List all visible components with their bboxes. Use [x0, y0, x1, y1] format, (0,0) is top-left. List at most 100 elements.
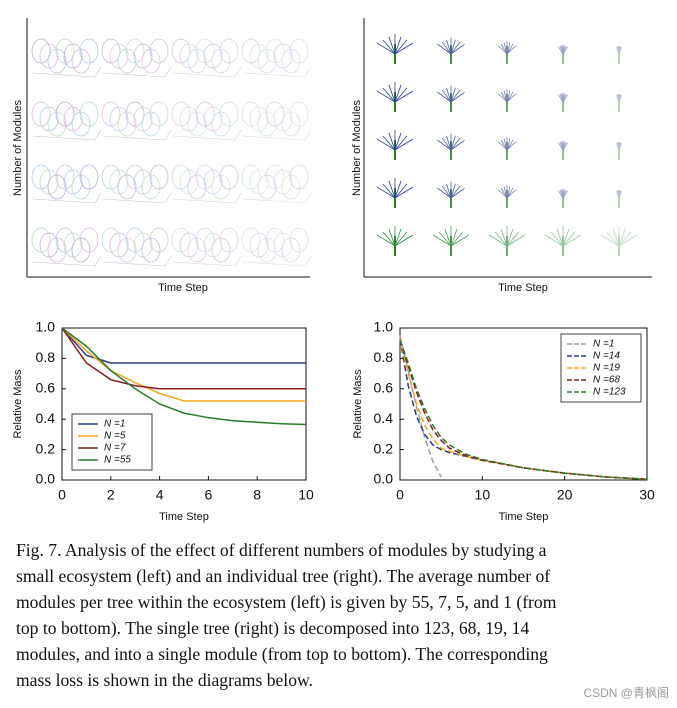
- y-tick-label: 0.8: [374, 349, 394, 365]
- foliage: [265, 164, 285, 190]
- tree-thumbnail: [558, 188, 568, 208]
- branch: [617, 94, 620, 103]
- tree-thumbnail: [615, 141, 623, 160]
- series-line: [61, 327, 306, 402]
- ground: [172, 66, 242, 78]
- branch: [559, 189, 564, 199]
- branch: [506, 231, 520, 247]
- branch: [615, 143, 620, 151]
- foliage: [55, 164, 75, 190]
- foliage: [257, 237, 277, 263]
- foliage: [195, 227, 215, 253]
- ground: [102, 192, 172, 204]
- tree-thumbnail: [376, 82, 414, 112]
- foliage: [281, 237, 301, 263]
- branch: [506, 186, 511, 199]
- foliage: [125, 227, 145, 253]
- branch: [450, 135, 456, 151]
- branch: [562, 142, 568, 151]
- tree-thumbnail: [31, 164, 102, 204]
- foliage: [63, 43, 83, 69]
- foliage: [187, 174, 207, 200]
- branch: [617, 190, 620, 199]
- tree-thumbnail: [497, 41, 517, 64]
- branch: [382, 39, 396, 55]
- foliage: [47, 174, 67, 200]
- foliage: [63, 169, 83, 195]
- branch: [506, 189, 517, 199]
- tree-thumbnail: [241, 227, 312, 267]
- tree-thumbnail: [600, 226, 638, 256]
- branch: [450, 234, 470, 247]
- branch: [376, 186, 396, 199]
- foliage: [79, 227, 99, 253]
- watermark: CSDN @青枫阁: [583, 686, 669, 700]
- tree-thumbnail: [558, 140, 568, 160]
- foliage: [47, 237, 67, 263]
- foliage: [257, 48, 277, 74]
- branch: [394, 231, 408, 247]
- foliage: [125, 164, 145, 190]
- foliage: [79, 164, 99, 190]
- foliage: [133, 232, 153, 258]
- branch: [617, 142, 620, 151]
- branch: [618, 95, 623, 103]
- branch: [562, 94, 568, 103]
- foliage: [39, 232, 59, 258]
- branch: [562, 189, 565, 199]
- branch: [394, 87, 408, 103]
- branch: [618, 190, 622, 199]
- branch: [618, 142, 622, 151]
- y-tick-label: 0.2: [36, 440, 56, 456]
- tree-thumbnail: [171, 101, 242, 141]
- foliage: [195, 101, 215, 127]
- tree-thumbnail: [376, 178, 414, 208]
- branch: [562, 228, 570, 247]
- foliage: [117, 237, 137, 263]
- x-tick-label: 10: [475, 487, 491, 503]
- ground: [242, 129, 312, 141]
- branch: [500, 91, 508, 103]
- caption-line: small ecosystem (left) and an individual…: [16, 566, 551, 586]
- series-line: [61, 327, 307, 426]
- branch: [394, 138, 414, 151]
- branch: [450, 89, 461, 103]
- axis-title: Time Step: [158, 282, 208, 294]
- tree-thumbnail: [432, 226, 470, 256]
- branch: [441, 137, 452, 151]
- y-axis-title: Relative Mass: [352, 369, 364, 439]
- foliage: [273, 169, 293, 195]
- ground: [172, 192, 242, 204]
- x-tick-label: 4: [156, 487, 164, 503]
- foliage: [203, 43, 223, 69]
- foliage: [219, 101, 239, 127]
- tree-thumbnail: [101, 101, 172, 141]
- branch: [561, 189, 564, 199]
- foliage: [149, 227, 169, 253]
- foliage: [101, 164, 121, 190]
- branch: [503, 186, 508, 199]
- branch: [618, 47, 623, 55]
- branch: [450, 137, 461, 151]
- axis-title: Number of Modules: [351, 100, 363, 196]
- foliage: [273, 106, 293, 132]
- branch: [503, 138, 508, 151]
- x-tick-label: 30: [639, 487, 655, 503]
- foliage: [249, 106, 269, 132]
- foliage: [171, 101, 191, 127]
- legend-label: N =7: [104, 443, 126, 454]
- branch: [446, 87, 452, 103]
- branch: [617, 46, 620, 55]
- branch: [497, 189, 508, 199]
- foliage: [63, 232, 83, 258]
- branch: [382, 231, 396, 247]
- tree-thumbnail: [171, 38, 242, 78]
- foliage: [31, 227, 51, 253]
- foliage: [211, 174, 231, 200]
- branch: [497, 93, 508, 103]
- branch: [450, 183, 456, 199]
- foliage: [101, 227, 121, 253]
- foliage: [257, 174, 277, 200]
- foliage: [289, 101, 309, 127]
